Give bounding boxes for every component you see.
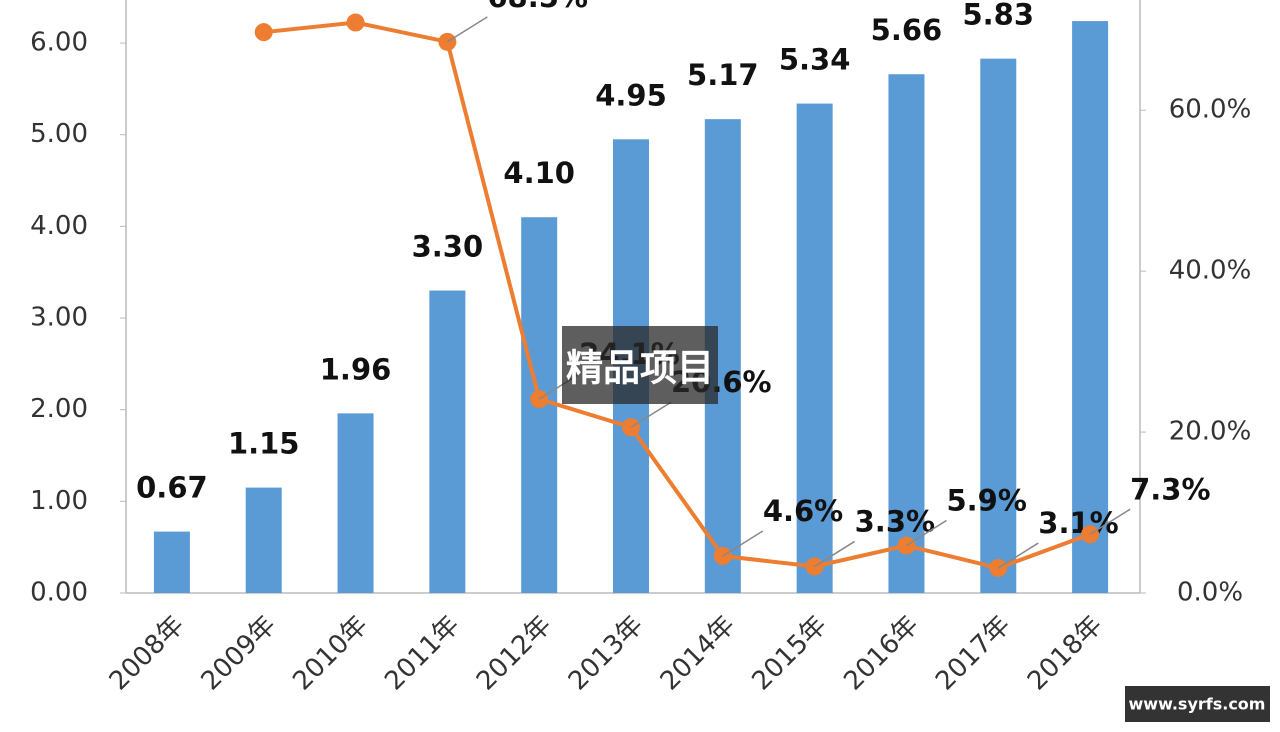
x-tick-label: 2016年	[838, 610, 924, 696]
y2-tick-label: 40.0%	[1169, 256, 1252, 286]
line-value-label: 3.3%	[855, 504, 935, 538]
bar-value-label: 0.67	[136, 471, 208, 505]
x-tick-label: 2008年	[104, 610, 190, 696]
leader-line	[814, 540, 856, 568]
bar	[796, 103, 833, 593]
bar-value-label: 4.95	[595, 78, 667, 112]
bar	[245, 487, 282, 593]
y-tick-label: 0.00	[30, 578, 88, 608]
bar	[429, 290, 466, 593]
y-tick-label: 6.00	[30, 28, 88, 58]
badge-box	[1125, 686, 1270, 722]
x-tick-label: 2017年	[930, 610, 1016, 696]
y-tick-label: 5.00	[30, 119, 88, 149]
leader-line	[722, 530, 764, 557]
bar-value-label: 5.83	[962, 0, 1034, 32]
bar-value-label: 5.66	[871, 13, 943, 47]
line-value-label: 5.9%	[946, 484, 1026, 518]
x-tick-label: 2010年	[287, 610, 373, 696]
x-tick-label: 2015年	[747, 610, 833, 696]
bar	[153, 531, 190, 593]
line-value-label: 4.6%	[763, 494, 843, 528]
bar	[1072, 21, 1109, 593]
leader-line	[906, 519, 947, 547]
y2-tick-label: 60.0%	[1169, 95, 1252, 125]
line-marker	[254, 23, 273, 42]
bar	[337, 413, 374, 593]
line-value-label: 68.5%	[487, 0, 588, 14]
bar-value-label: 5.34	[779, 43, 851, 77]
y-tick-label: 1.00	[30, 486, 88, 516]
leader-line	[630, 401, 672, 428]
leader-line	[997, 542, 1039, 569]
y-tick-label: 2.00	[30, 394, 88, 424]
bar-value-label: 4.10	[503, 156, 575, 190]
y2-tick-label: 20.0%	[1169, 417, 1252, 447]
x-tick-label: 2013年	[563, 610, 649, 696]
line-value-label: 3.1%	[1038, 506, 1118, 540]
x-tick-label: 2018年	[1022, 610, 1108, 696]
x-tick-label: 2012年	[471, 610, 557, 696]
y2-tick-label: 0.0%	[1177, 578, 1243, 608]
bar	[888, 74, 925, 594]
x-tick-label: 2011年	[379, 610, 465, 696]
bar-value-label: 5.17	[687, 58, 759, 92]
watermark-box	[562, 326, 718, 404]
x-tick-label: 2009年	[196, 610, 282, 696]
line-value-label: 7.3%	[1130, 472, 1210, 506]
leader-line	[446, 16, 488, 43]
bar	[980, 58, 1017, 593]
y-tick-label: 3.00	[30, 303, 88, 333]
bar-value-label: 3.30	[412, 230, 484, 264]
bar-value-label: 1.96	[320, 352, 392, 386]
x-tick-label: 2014年	[655, 610, 741, 696]
y-tick-label: 4.00	[30, 211, 88, 241]
watermark: 精品项目	[566, 347, 714, 390]
line-marker	[346, 13, 365, 32]
badge: www.syrfs.com	[1129, 695, 1266, 714]
leader-line	[1089, 508, 1131, 535]
line	[263, 20, 1091, 571]
bar-value-label: 1.15	[228, 427, 300, 461]
